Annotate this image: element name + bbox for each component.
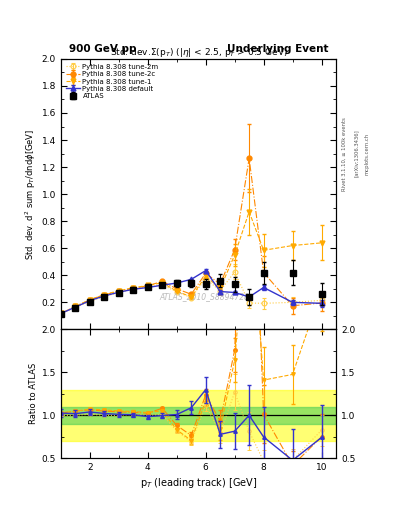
Bar [61,407,336,424]
Y-axis label: Ratio to ATLAS: Ratio to ATLAS [29,363,37,424]
Legend: Pythia 8.308 tune-2m, Pythia 8.308 tune-2c, Pythia 8.308 tune-1, Pythia 8.308 de: Pythia 8.308 tune-2m, Pythia 8.308 tune-… [64,62,160,101]
Text: mcplots.cern.ch: mcplots.cern.ch [365,133,370,175]
Y-axis label: Std. dev. d$^2$ sum p$_T$/dnd$\phi$[GeV]: Std. dev. d$^2$ sum p$_T$/dnd$\phi$[GeV] [23,129,37,260]
Title: Std. dev.$\Sigma$(p$_T$) ($|\eta|$ < 2.5, p$_T$ > 0.5 GeV): Std. dev.$\Sigma$(p$_T$) ($|\eta|$ < 2.5… [110,46,287,59]
Text: ATLAS_2010_S8894728: ATLAS_2010_S8894728 [159,292,249,302]
Text: Underlying Event: Underlying Event [227,44,328,54]
Text: [arXiv:1306.3436]: [arXiv:1306.3436] [354,130,359,178]
Bar [61,390,336,441]
X-axis label: p$_T$ (leading track) [GeV]: p$_T$ (leading track) [GeV] [140,476,257,490]
Text: 900 GeV pp: 900 GeV pp [69,44,136,54]
Text: Rivet 3.1.10, ≥ 100k events: Rivet 3.1.10, ≥ 100k events [342,117,347,190]
